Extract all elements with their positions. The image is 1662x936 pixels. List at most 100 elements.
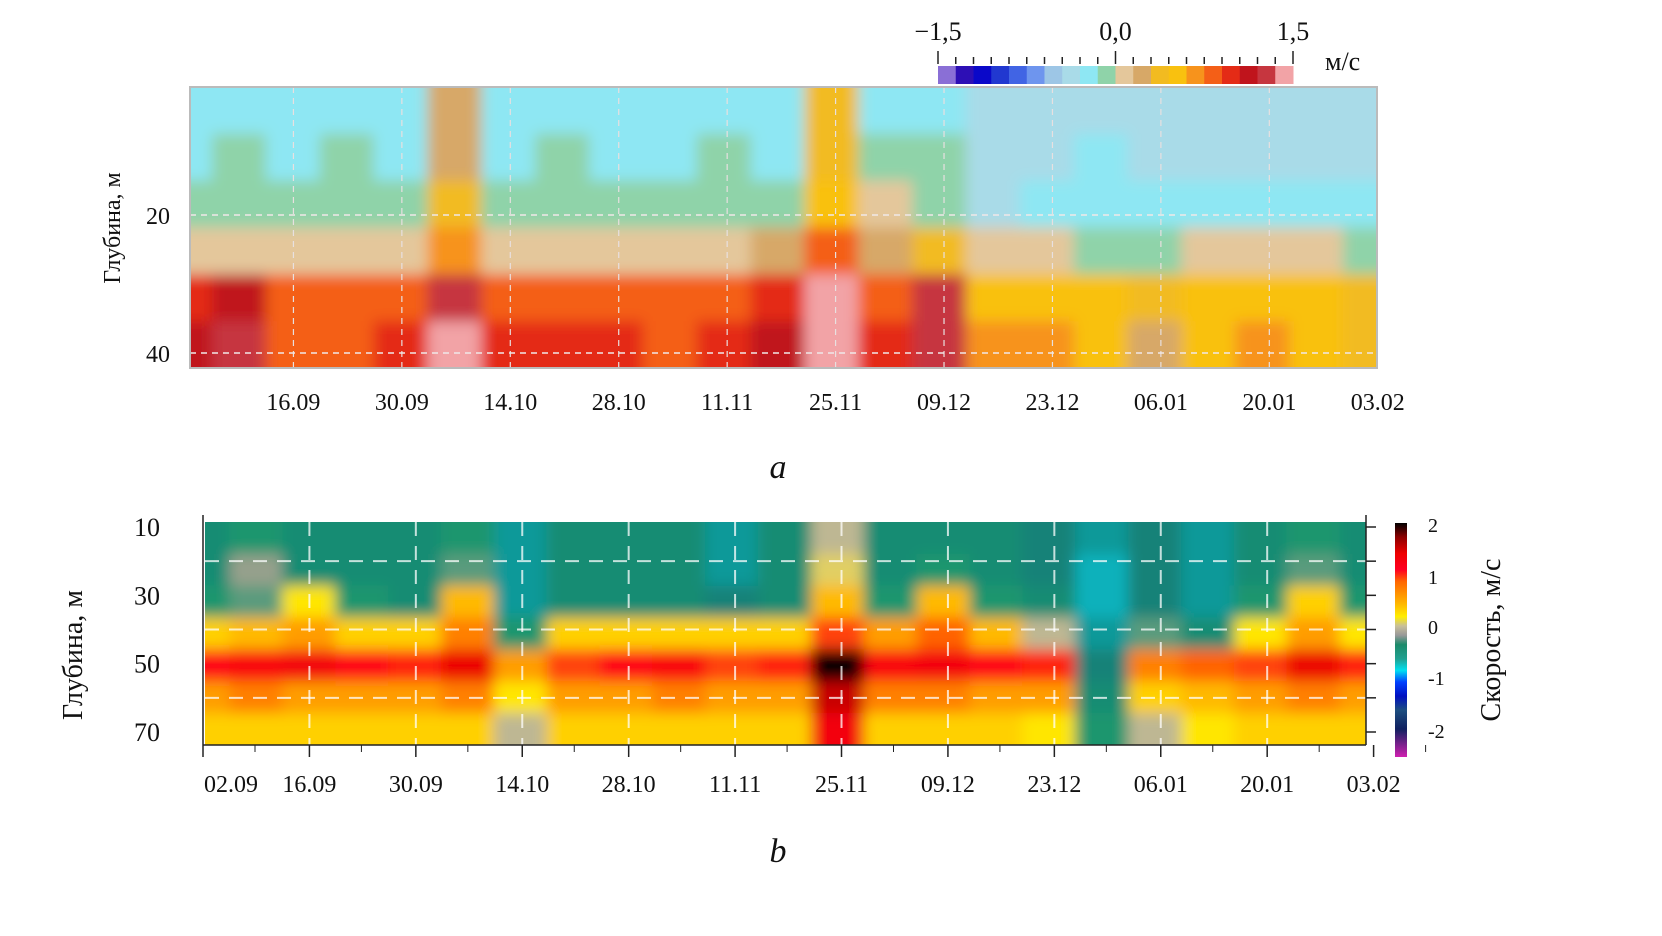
heatmap-cell (858, 180, 914, 229)
heatmap-cell (916, 553, 971, 587)
heatmap-cell (493, 713, 548, 745)
heatmap-cell (1343, 180, 1377, 229)
heatmap-cell (493, 522, 548, 555)
heatmap-cell (1180, 522, 1235, 555)
heatmap-cell (750, 274, 806, 323)
heatmap-cell (1286, 649, 1341, 683)
heatmap-cell (1289, 180, 1345, 229)
heatmap-cell (642, 274, 698, 323)
gridlines (202, 522, 1427, 757)
heatmap-cell (335, 649, 390, 683)
heatmap-cell (810, 713, 865, 745)
heatmap-cell (804, 133, 860, 182)
heatmap-cell (319, 133, 375, 182)
heatmap-cell (1022, 522, 1077, 555)
heatmap-cell (1289, 133, 1345, 182)
heatmap-cell (1075, 649, 1130, 683)
heatmap-cell (1128, 617, 1182, 651)
heatmap-cell (588, 227, 644, 276)
heatmap-cell (750, 227, 806, 276)
heatmap-cell (969, 522, 1024, 555)
heatmap-cell (373, 321, 429, 368)
heatmap-cell (1233, 617, 1288, 651)
heatmap-cell (1181, 274, 1237, 323)
heatmap-cell (229, 649, 284, 683)
colorbar (1395, 523, 1407, 757)
heatmap-cell (642, 321, 698, 368)
heatmap-cell (1289, 321, 1345, 368)
heatmap-cell (1073, 180, 1129, 229)
heatmap-cell (1343, 87, 1377, 135)
heatmap-cell (427, 274, 483, 323)
heatmap-cell (916, 713, 971, 745)
heatmap-cell (696, 180, 752, 229)
heatmap-cell (319, 180, 375, 229)
heatmap-cell (1128, 713, 1182, 745)
x-tick-label: 28.10 (592, 390, 646, 416)
heatmap-cell (810, 649, 865, 683)
heatmap-cell (912, 180, 968, 229)
colorbar-unit: м/с (1325, 47, 1360, 76)
panel-a: 20 40 16.09 30.09 14.10 28.10 11.11 25.11 09.12 2… (100, 17, 1405, 486)
panel-label: b (770, 833, 787, 870)
heatmap-cell (440, 649, 495, 683)
heatmap-cell (912, 87, 968, 135)
heatmap-cell (1022, 713, 1077, 745)
heatmap-cell (1339, 649, 1366, 683)
colorbar-bin (1275, 66, 1294, 84)
heatmap-cell (373, 180, 429, 229)
heatmap-cell (335, 522, 390, 555)
heatmap-cell (1181, 133, 1237, 182)
heatmap-cell (858, 227, 914, 276)
heatmap-cell (205, 585, 231, 619)
heatmap-cell (1022, 553, 1077, 587)
heatmap-cell (1343, 133, 1377, 182)
colorbar-bin (1186, 66, 1205, 84)
heatmap-cell (1127, 227, 1183, 276)
heatmap-cell (1343, 227, 1377, 276)
heatmap-cell (427, 87, 483, 135)
heatmap-cell (863, 617, 918, 651)
colorbar-bin (1257, 66, 1276, 84)
heatmap-cell (916, 649, 971, 683)
x-tick-label: 11.11 (709, 772, 761, 798)
colorbar-tick-label: 0 (1428, 617, 1438, 639)
heatmap-cell (642, 180, 698, 229)
heatmap-cell (696, 274, 752, 323)
colorbar-bin (1239, 66, 1258, 84)
heatmap-cell (912, 274, 968, 323)
heatmap-cell (1128, 585, 1182, 619)
heatmap-cell (190, 227, 213, 276)
heatmap-cell (1235, 87, 1291, 135)
heatmap-cell (1339, 522, 1366, 555)
heatmap-cell (750, 180, 806, 229)
x-tick-label: 25.11 (815, 772, 868, 798)
heatmap-cell (912, 227, 968, 276)
heatmap-cell (319, 227, 375, 276)
heatmap-cell (696, 87, 752, 135)
heatmap-cell (1022, 649, 1077, 683)
heatmap-cell (205, 553, 231, 587)
heatmap-cell (1289, 274, 1345, 323)
heatmap-cell (966, 180, 1021, 229)
heatmap-cell (211, 87, 267, 135)
heatmap-cell (1286, 713, 1341, 745)
heatmap-cell (599, 649, 654, 683)
heatmap-cell (912, 133, 968, 182)
heatmap-cell (440, 522, 495, 555)
heatmap-cell (696, 227, 752, 276)
heatmap-cell (599, 585, 654, 619)
heatmap-cell (588, 180, 644, 229)
heatmap-cell (1019, 87, 1075, 135)
heatmap-cell (481, 180, 537, 229)
x-tick-label: 06.01 (1134, 390, 1188, 416)
heatmap-cell (481, 87, 537, 135)
heatmap-cell (493, 553, 548, 587)
panel-label: a (770, 449, 787, 486)
heatmap-cell (804, 321, 860, 368)
heatmap-cell (440, 585, 495, 619)
heatmap-cell (335, 617, 390, 651)
colorbar-bin (938, 66, 957, 84)
colorbar-bin (991, 66, 1010, 84)
heatmap-cell (1286, 617, 1341, 651)
